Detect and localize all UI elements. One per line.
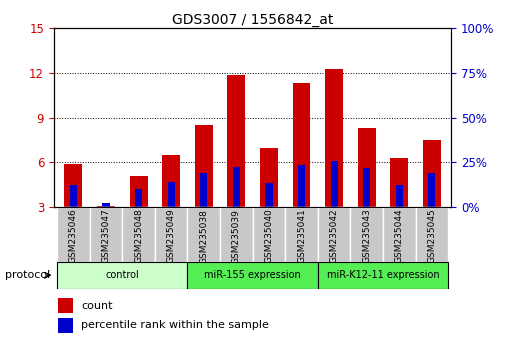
Bar xyxy=(383,207,416,262)
Bar xyxy=(318,207,350,262)
Text: GSM235048: GSM235048 xyxy=(134,209,143,263)
Bar xyxy=(330,161,338,207)
Bar xyxy=(168,182,175,207)
Text: GSM235047: GSM235047 xyxy=(102,209,110,263)
Bar xyxy=(298,165,305,207)
Title: GDS3007 / 1556842_at: GDS3007 / 1556842_at xyxy=(172,13,333,27)
Bar xyxy=(265,183,272,207)
Text: GSM235038: GSM235038 xyxy=(199,209,208,264)
Text: GSM235041: GSM235041 xyxy=(297,209,306,263)
Bar xyxy=(363,169,370,207)
Bar xyxy=(58,298,73,313)
Text: percentile rank within the sample: percentile rank within the sample xyxy=(81,320,269,330)
Bar xyxy=(130,176,148,207)
Bar xyxy=(195,125,213,207)
Bar xyxy=(65,164,83,207)
Bar xyxy=(416,207,448,262)
Bar xyxy=(103,202,110,207)
Text: count: count xyxy=(81,301,112,311)
Bar xyxy=(162,155,180,207)
Text: GSM235046: GSM235046 xyxy=(69,209,78,263)
Bar xyxy=(428,173,436,207)
Bar xyxy=(292,84,310,207)
Bar xyxy=(187,207,220,262)
Bar xyxy=(220,207,252,262)
Text: miR-K12-11 expression: miR-K12-11 expression xyxy=(327,270,439,280)
Bar xyxy=(70,185,77,207)
Text: GSM235040: GSM235040 xyxy=(264,209,273,263)
Bar xyxy=(57,207,90,262)
Bar xyxy=(135,189,142,207)
Bar xyxy=(350,207,383,262)
Bar xyxy=(90,207,122,262)
Bar xyxy=(155,207,187,262)
Bar xyxy=(122,207,155,262)
Bar xyxy=(285,207,318,262)
Bar xyxy=(260,148,278,207)
Text: GSM235044: GSM235044 xyxy=(395,209,404,263)
Text: miR-155 expression: miR-155 expression xyxy=(204,270,301,280)
Text: GSM235042: GSM235042 xyxy=(330,209,339,263)
Bar xyxy=(57,262,187,289)
Bar xyxy=(233,167,240,207)
Text: protocol: protocol xyxy=(5,270,50,280)
Text: GSM235049: GSM235049 xyxy=(167,209,175,263)
Text: GSM235039: GSM235039 xyxy=(232,209,241,264)
Text: GSM235043: GSM235043 xyxy=(362,209,371,263)
Bar xyxy=(390,158,408,207)
Text: GSM235045: GSM235045 xyxy=(427,209,437,263)
Text: control: control xyxy=(106,270,139,280)
Bar xyxy=(227,74,245,207)
Bar xyxy=(97,206,115,207)
Bar xyxy=(423,140,441,207)
Bar xyxy=(252,207,285,262)
Bar xyxy=(58,318,73,333)
Bar xyxy=(396,185,403,207)
Bar xyxy=(318,262,448,289)
Bar xyxy=(325,69,343,207)
Bar xyxy=(200,173,207,207)
Bar xyxy=(187,262,318,289)
Bar xyxy=(358,128,376,207)
